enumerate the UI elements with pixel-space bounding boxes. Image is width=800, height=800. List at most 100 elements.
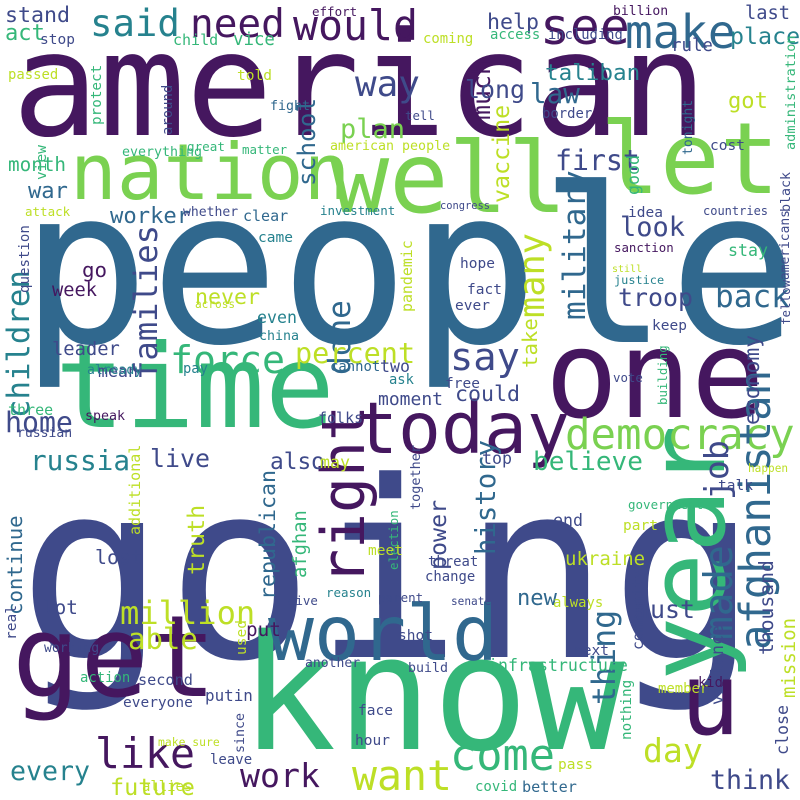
word: going xyxy=(18,429,758,715)
word: action xyxy=(80,670,131,686)
word: time xyxy=(55,319,335,455)
word: justice xyxy=(614,273,665,287)
word: real xyxy=(4,605,20,640)
word: everything xyxy=(122,144,203,160)
word: around xyxy=(160,84,176,135)
word: investment xyxy=(320,202,396,218)
word: used xyxy=(234,620,250,655)
word: million xyxy=(120,593,256,632)
word: give xyxy=(288,593,318,608)
word: free xyxy=(445,375,480,392)
word: russia xyxy=(30,444,131,477)
word: taliban xyxy=(545,59,641,86)
word: cost xyxy=(710,137,745,154)
word: billion xyxy=(613,3,669,19)
word: fight xyxy=(270,98,311,114)
word: build xyxy=(408,660,449,676)
word: fact xyxy=(467,281,502,298)
word: plan xyxy=(340,113,406,145)
word: came xyxy=(258,229,293,246)
word: sanction xyxy=(614,240,674,255)
word: second xyxy=(138,670,193,689)
word: may xyxy=(320,453,350,472)
word: american xyxy=(12,2,708,170)
word: coming xyxy=(423,31,474,47)
word: talk xyxy=(718,477,753,494)
word: happen xyxy=(748,461,789,475)
word: countries xyxy=(703,204,769,218)
word: government xyxy=(628,496,704,512)
word: covid xyxy=(475,779,518,795)
word: senate xyxy=(451,594,492,608)
word: live xyxy=(150,443,210,473)
word: still xyxy=(612,264,643,275)
word: american people xyxy=(330,138,451,154)
word: part xyxy=(623,517,658,534)
word: border xyxy=(542,106,593,122)
word: shot xyxy=(398,627,433,644)
word: percent xyxy=(295,337,416,370)
word: many xyxy=(512,232,553,318)
word: help xyxy=(487,10,540,35)
word: good xyxy=(624,155,643,195)
word: vote xyxy=(613,370,643,385)
word: together xyxy=(408,444,424,510)
word: even xyxy=(257,308,297,327)
word: already xyxy=(87,362,143,378)
word: like xyxy=(95,729,195,778)
word: told xyxy=(237,67,272,84)
word: come xyxy=(450,731,555,781)
word: threat xyxy=(428,554,479,570)
word: violence xyxy=(708,625,727,705)
word: last xyxy=(745,2,791,24)
word: protect xyxy=(89,64,105,125)
word: put xyxy=(246,618,281,641)
word: keep xyxy=(652,317,687,334)
word: truth xyxy=(183,504,210,575)
word: need xyxy=(190,1,285,47)
word: view xyxy=(34,145,50,180)
word: worker xyxy=(110,203,191,229)
word: attack xyxy=(25,203,71,219)
word: ever xyxy=(455,297,490,314)
word: access xyxy=(490,27,541,43)
word: nothing xyxy=(619,679,635,740)
word: stop xyxy=(40,31,75,48)
word: want xyxy=(352,751,452,800)
word: see xyxy=(540,0,630,56)
word: black xyxy=(779,171,794,212)
word: russian xyxy=(17,425,73,441)
word: take xyxy=(518,318,542,368)
word: change xyxy=(425,569,476,585)
word: war xyxy=(28,178,68,204)
word: future xyxy=(110,773,195,800)
word: u xyxy=(680,641,741,758)
word: never xyxy=(195,284,261,310)
word: pandemic xyxy=(398,240,416,312)
word: matter xyxy=(242,141,288,157)
word: first xyxy=(555,143,640,177)
word: make sure xyxy=(158,734,220,749)
word: also xyxy=(270,448,325,475)
word: go xyxy=(82,258,108,282)
word: hope xyxy=(460,255,495,272)
word: top xyxy=(482,449,512,468)
word: folks xyxy=(318,408,364,427)
word: hour xyxy=(355,732,390,749)
word: know xyxy=(240,601,625,787)
word: speak xyxy=(85,408,126,424)
word: could xyxy=(455,382,521,407)
word: infrastructure xyxy=(488,656,628,675)
word: allies xyxy=(142,779,193,795)
word: tell xyxy=(405,108,435,123)
word: work xyxy=(240,755,320,795)
word: well xyxy=(330,122,567,236)
word: community xyxy=(630,569,647,650)
word: month xyxy=(8,152,67,176)
word: ukraine xyxy=(565,547,646,570)
word: act xyxy=(5,20,45,46)
word: way xyxy=(355,64,420,105)
word: ask xyxy=(389,372,414,388)
word: great xyxy=(187,138,225,154)
word: since xyxy=(233,712,248,753)
